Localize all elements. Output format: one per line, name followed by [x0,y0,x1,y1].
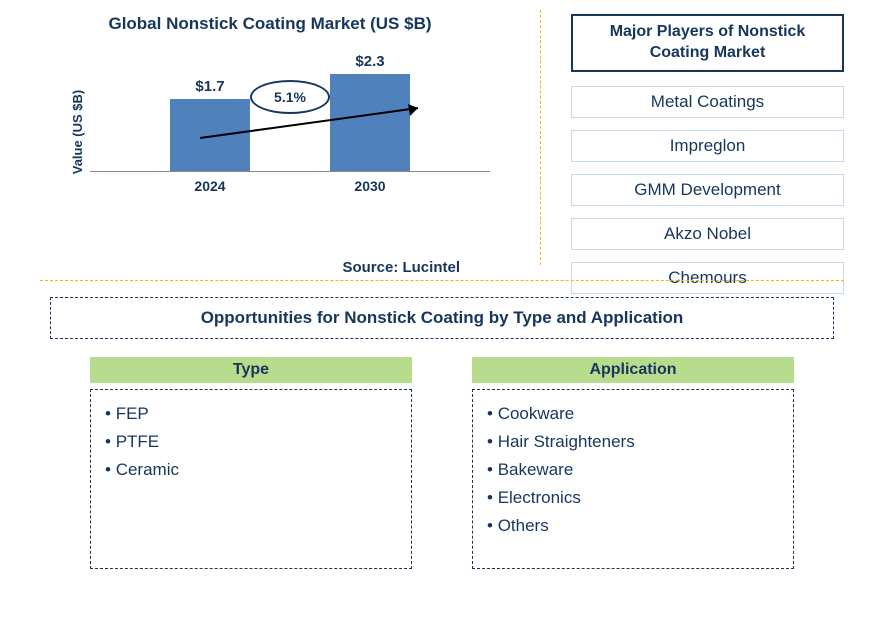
type-header: Type [90,357,412,383]
opportunities-section: Opportunities for Nonstick Coating by Ty… [0,281,884,589]
infographic-root: Global Nonstick Coating Market (US $B) V… [0,0,884,633]
type-item: Ceramic [105,456,397,484]
chart-title: Global Nonstick Coating Market (US $B) [20,14,520,34]
bar-value-2030: $2.3 [355,53,384,70]
application-item: Hair Straighteners [487,428,779,456]
application-column: Application Cookware Hair Straighteners … [472,357,794,569]
x-axis-labels: 2024 2030 [90,172,490,194]
growth-annotation: 5.1% [250,80,330,114]
type-column: Type FEP PTFE Ceramic [90,357,412,569]
type-box: FEP PTFE Ceramic [90,389,412,569]
application-item: Electronics [487,484,779,512]
application-item: Bakeware [487,456,779,484]
growth-rate-label: 5.1% [250,80,330,114]
bar-value-2024: $1.7 [195,78,224,95]
chart-panel: Global Nonstick Coating Market (US $B) V… [0,0,540,280]
application-item: Cookware [487,400,779,428]
chart-area: Value (US $B) 5.1% $1.7 $2.3 [90,52,490,212]
player-item: GMM Development [571,174,844,206]
top-section: Global Nonstick Coating Market (US $B) V… [0,0,884,280]
player-item: Akzo Nobel [571,218,844,250]
source-label: Source: Lucintel [342,259,460,276]
player-item: Impreglon [571,130,844,162]
opportunities-title: Opportunities for Nonstick Coating by Ty… [50,297,834,339]
opportunity-columns: Type FEP PTFE Ceramic Application Cookwa… [50,357,834,569]
application-item: Others [487,512,779,540]
type-item: PTFE [105,428,397,456]
y-axis-label: Value (US $B) [70,90,85,175]
application-box: Cookware Hair Straighteners Bakeware Ele… [472,389,794,569]
application-header: Application [472,357,794,383]
players-panel: Major Players of Nonstick Coating Market… [541,0,884,280]
player-item: Metal Coatings [571,86,844,118]
x-label-2030: 2030 [354,178,385,194]
x-label-2024: 2024 [194,178,225,194]
players-title: Major Players of Nonstick Coating Market [571,14,844,72]
type-item: FEP [105,400,397,428]
